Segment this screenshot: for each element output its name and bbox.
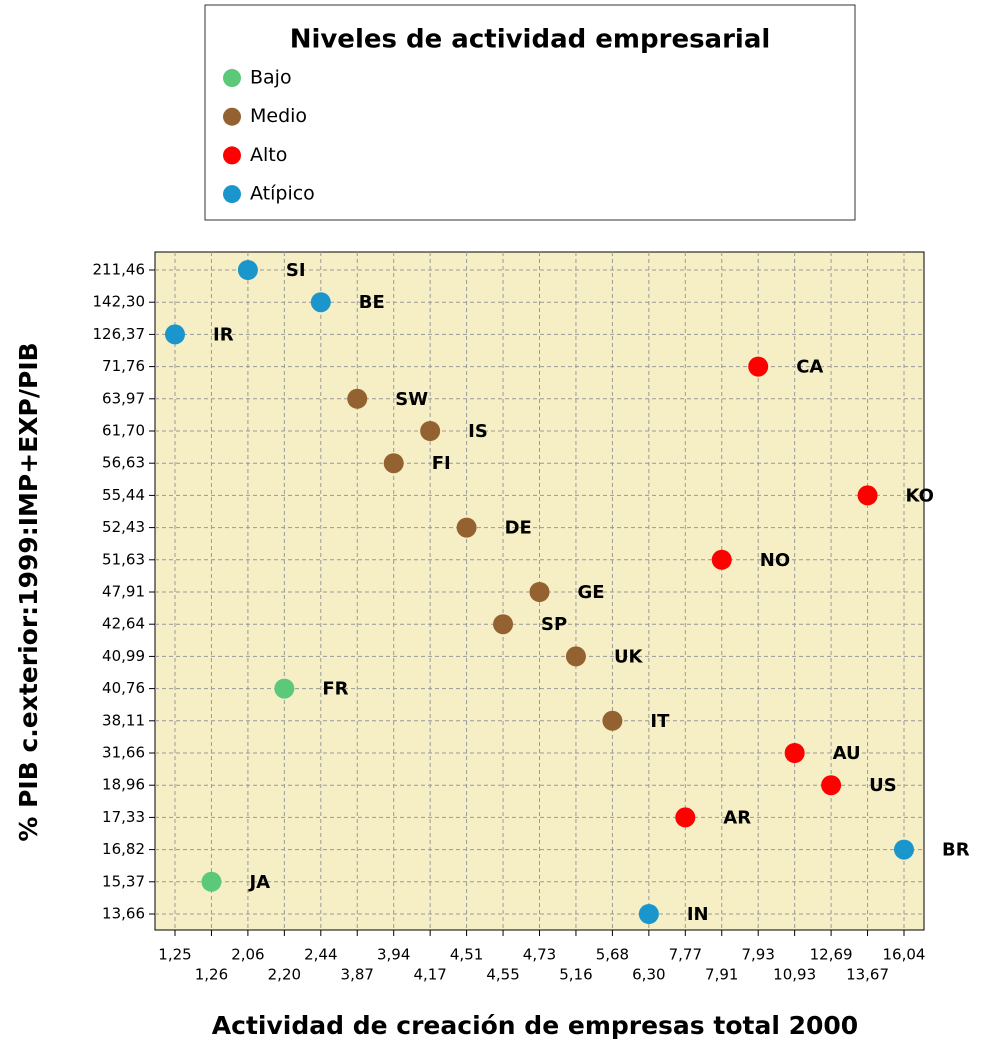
x-tick-label: 12,69 bbox=[810, 946, 853, 964]
point bbox=[274, 678, 295, 699]
y-tick-label: 16,82 bbox=[102, 840, 145, 858]
x-tick-label: 4,17 bbox=[413, 966, 446, 984]
point-label: JA bbox=[247, 872, 270, 893]
point bbox=[821, 775, 842, 796]
y-axis-title: % PIB c.exterior:1999:IMP+EXP/PIB bbox=[14, 342, 43, 841]
point-label: FR bbox=[322, 679, 348, 700]
y-tick-label: 126,37 bbox=[93, 325, 146, 343]
point-label: AR bbox=[723, 807, 751, 828]
point bbox=[529, 582, 550, 602]
y-tick-label: 56,63 bbox=[102, 454, 145, 472]
x-tick-label: 1,25 bbox=[158, 946, 191, 964]
x-tick-label: 3,94 bbox=[377, 946, 410, 964]
x-tick-label: 2,06 bbox=[231, 946, 264, 964]
point bbox=[456, 517, 477, 538]
legend-box bbox=[204, 4, 856, 221]
point-label: NO bbox=[760, 550, 790, 571]
legend-marker bbox=[223, 146, 241, 165]
point-label: SI bbox=[286, 260, 306, 281]
point bbox=[201, 871, 222, 892]
x-tick-label: 5,68 bbox=[596, 946, 629, 964]
point-label: CA bbox=[796, 357, 823, 378]
x-tick-label: 7,77 bbox=[669, 946, 702, 964]
point-label: GE bbox=[578, 582, 605, 603]
y-tick-label: 40,76 bbox=[102, 679, 145, 697]
point bbox=[784, 743, 805, 763]
x-tick-label: 7,93 bbox=[741, 946, 774, 964]
y-tick-label: 18,96 bbox=[102, 776, 145, 794]
y-tick-label: 40,99 bbox=[102, 647, 145, 665]
point-label: US bbox=[869, 775, 897, 796]
legend-label: Bajo bbox=[250, 67, 292, 89]
x-tick-label: 2,44 bbox=[304, 946, 337, 964]
legend-title: Niveles de actividad empresarial bbox=[290, 25, 771, 55]
point bbox=[347, 388, 368, 409]
x-tick-label: 16,04 bbox=[883, 946, 926, 964]
point-label: IN bbox=[687, 904, 709, 925]
point-label: DE bbox=[505, 518, 532, 539]
point bbox=[857, 485, 878, 506]
point-label: FI bbox=[432, 453, 451, 474]
x-tick-label: 13,67 bbox=[846, 966, 889, 984]
point bbox=[165, 324, 185, 345]
point bbox=[894, 839, 914, 860]
y-tick-label: 42,64 bbox=[102, 615, 145, 633]
point bbox=[675, 807, 696, 828]
point bbox=[565, 646, 586, 667]
y-tick-label: 13,66 bbox=[102, 905, 145, 923]
point bbox=[711, 549, 732, 570]
legend-label: Medio bbox=[250, 105, 307, 127]
point-label: AU bbox=[833, 743, 861, 764]
point bbox=[237, 260, 258, 280]
y-tick-label: 52,43 bbox=[102, 518, 145, 536]
x-tick-label: 5,16 bbox=[559, 966, 592, 984]
point bbox=[748, 356, 769, 377]
x-tick-label: 4,73 bbox=[523, 946, 556, 964]
y-tick-label: 38,11 bbox=[102, 711, 145, 729]
point-label: BR bbox=[942, 840, 970, 861]
point-label: KO bbox=[906, 485, 934, 506]
x-tick-label: 4,51 bbox=[450, 946, 483, 964]
point-label: BE bbox=[359, 292, 385, 313]
point-label: IS bbox=[468, 421, 488, 442]
y-tick-label: 17,33 bbox=[102, 808, 145, 826]
point bbox=[602, 710, 623, 731]
y-tick-label: 55,44 bbox=[102, 486, 145, 504]
point-label: SW bbox=[395, 389, 428, 410]
y-tick-label: 142,30 bbox=[93, 293, 146, 311]
point bbox=[383, 453, 404, 474]
x-tick-label: 3,87 bbox=[341, 966, 374, 984]
point bbox=[638, 904, 659, 924]
legend-marker bbox=[223, 69, 241, 87]
y-tick-label: 51,63 bbox=[102, 550, 145, 568]
y-tick-label: 63,97 bbox=[102, 389, 145, 407]
point bbox=[420, 421, 441, 441]
point-label: UK bbox=[614, 646, 644, 667]
x-tick-label: 6,30 bbox=[632, 966, 665, 984]
point-label: IT bbox=[650, 711, 670, 732]
x-tick-label: 7,91 bbox=[705, 966, 738, 984]
point-label: IR bbox=[213, 324, 234, 345]
y-tick-label: 61,70 bbox=[102, 422, 145, 440]
y-tick-label: 71,76 bbox=[102, 357, 145, 375]
y-tick-label: 47,91 bbox=[102, 583, 145, 601]
legend-marker bbox=[223, 107, 241, 126]
x-tick-label: 2,20 bbox=[268, 966, 301, 984]
x-tick-label: 4,55 bbox=[486, 966, 519, 984]
x-tick-label: 10,93 bbox=[773, 966, 816, 984]
x-tick-label: 1,26 bbox=[195, 966, 228, 984]
legend-label: Alto bbox=[250, 144, 287, 166]
y-tick-label: 15,37 bbox=[102, 872, 145, 890]
legend-label: Atípico bbox=[250, 183, 315, 205]
point-label: SP bbox=[541, 614, 567, 635]
y-tick-label: 31,66 bbox=[102, 744, 145, 762]
point bbox=[310, 292, 331, 313]
x-axis-title: Actividad de creación de empresas total … bbox=[212, 1011, 858, 1040]
legend-marker bbox=[223, 185, 241, 204]
y-tick-label: 211,46 bbox=[93, 261, 146, 279]
point bbox=[493, 614, 514, 635]
